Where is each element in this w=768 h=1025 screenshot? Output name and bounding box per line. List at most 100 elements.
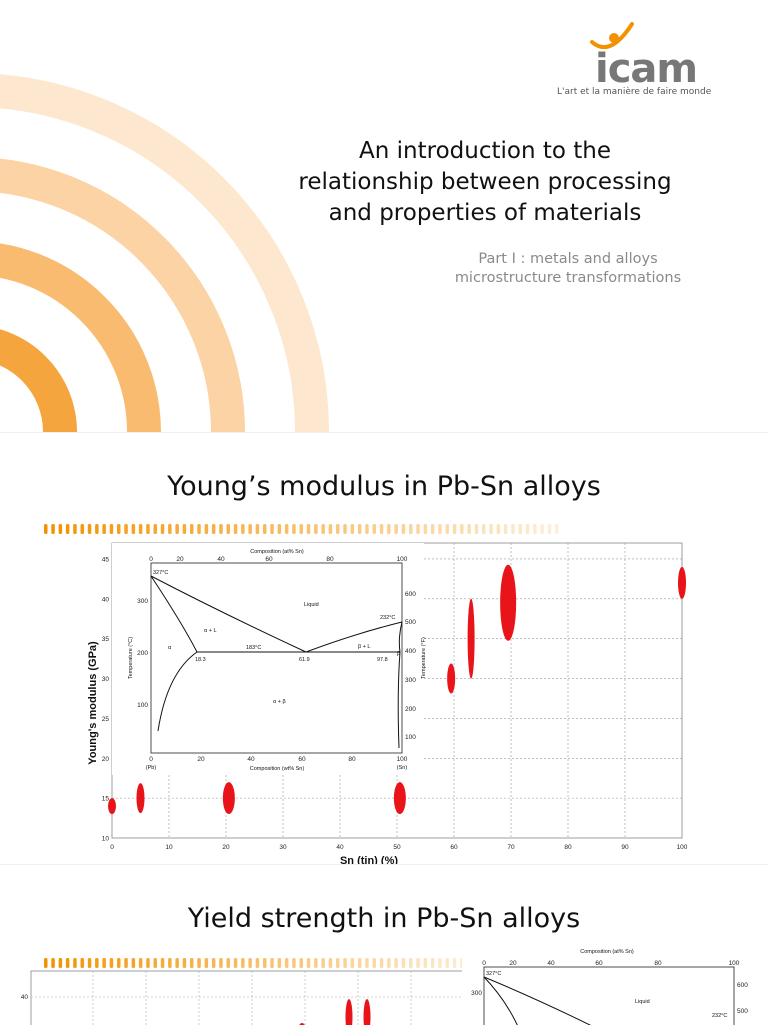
divider-dash: [379, 958, 384, 968]
y-tick-label: 20: [102, 756, 110, 763]
x-axis-label: Sn (tin) (%): [340, 855, 398, 865]
divider-dash: [277, 524, 282, 534]
data-point: [108, 798, 116, 815]
bottom-tick: 80: [348, 756, 356, 763]
y-tick-label: 35: [102, 636, 110, 643]
phase-label: β + L: [358, 644, 371, 650]
divider-dash: [124, 958, 128, 968]
divider-dash: [204, 958, 209, 968]
divider-dash: [540, 524, 544, 534]
x-tick-label: 40: [336, 844, 344, 851]
slide-heading: Yield strength in Pb-Sn alloys: [187, 903, 581, 934]
divider-dash: [65, 958, 70, 968]
divider-dash: [306, 958, 311, 968]
slide-heading: Young’s modulus in Pb-Sn alloys: [167, 471, 601, 502]
divider-dash: [80, 524, 84, 534]
divider-dash: [430, 958, 435, 968]
top-tick: 0: [482, 960, 486, 967]
top-tick: 100: [397, 556, 408, 563]
right-tick: 300: [405, 677, 416, 684]
x-tick-label: 20: [222, 844, 230, 851]
divider-dash: [138, 524, 143, 534]
divider-dash: [248, 524, 252, 534]
divider-dash: [175, 958, 179, 968]
divider-dash: [496, 524, 501, 534]
divider-dash: [533, 524, 537, 534]
divider-dash: [138, 958, 143, 968]
divider-dash: [489, 524, 493, 534]
x-tick-label: 80: [564, 844, 572, 851]
divider-dash: [401, 524, 406, 534]
annotation: 232°C: [380, 615, 395, 621]
y-tick-label: 45: [102, 556, 110, 563]
title-line: An introduction to the: [359, 138, 611, 164]
x-tick-label: 90: [621, 844, 629, 851]
divider-dash: [109, 958, 114, 968]
divider-dash: [372, 524, 376, 534]
divider-dash: [328, 524, 333, 534]
bottom-tick: 0: [149, 756, 153, 763]
phase-label: β: [397, 651, 400, 657]
divider-dash: [416, 524, 420, 534]
divider-dash: [73, 524, 77, 534]
right-tick: 500: [737, 1008, 748, 1015]
top-axis-label: Composition (at% Sn): [250, 549, 304, 555]
divider-dash: [95, 958, 99, 968]
left-tick: 100: [137, 702, 148, 709]
divider-dash: [190, 958, 194, 968]
subtitle-line: microstructure transformations: [454, 270, 682, 286]
divider-dash: [409, 524, 413, 534]
divider-dash: [87, 958, 92, 968]
divider-dash: [146, 958, 150, 968]
x-tick-label: 30: [279, 844, 287, 851]
divider-dash: [117, 958, 121, 968]
divider-dash: [555, 524, 559, 534]
divider-dash: [219, 524, 223, 534]
y-tick-label: 40: [102, 596, 110, 603]
divider-dash: [168, 524, 172, 534]
divider-dash: [190, 524, 194, 534]
divider-dash: [233, 524, 238, 534]
top-tick: 0: [149, 556, 153, 563]
phase-diagram-inset: Composition (at% Sn) Composition (wt% Sn…: [112, 543, 427, 775]
bottom-tick: 100: [397, 756, 408, 763]
divider-dash: [117, 524, 121, 534]
divider-dash: [95, 524, 99, 534]
divider-dash: [387, 524, 391, 534]
left-tick: 300: [137, 598, 148, 605]
subtitle-line: Part I : metals and alloys: [478, 251, 658, 267]
divider-dash: [204, 524, 209, 534]
divider-dash: [263, 524, 267, 534]
divider-dash: [401, 958, 406, 968]
top-tick: 40: [547, 960, 555, 967]
divider-dash: [336, 958, 340, 968]
data-point: [222, 782, 235, 815]
data-point: [393, 782, 406, 815]
y-tick-label: 25: [102, 716, 110, 723]
title-line: and properties of materials: [328, 200, 642, 226]
left-tick: 300: [471, 990, 482, 997]
youngs-modulus-slide: Young’s modulus in Pb-Sn alloys 0 10 20 30 4…: [0, 432, 768, 865]
x-tick-label: 0: [110, 844, 114, 851]
divider-dash: [197, 524, 201, 534]
data-point: [678, 566, 686, 599]
divider-dash: [58, 958, 63, 968]
divider-dash: [409, 958, 413, 968]
logo-tagline: L'art et la manière de faire monde: [557, 87, 712, 97]
divider-dash: [518, 524, 522, 534]
divider-dash: [511, 524, 515, 534]
divider-dash: [503, 524, 508, 534]
annotation: 97.8: [377, 657, 388, 663]
divider-dash: [460, 524, 464, 534]
divider-dash: [416, 958, 420, 968]
divider-dash: [131, 958, 136, 968]
divider-dash: [80, 958, 84, 968]
divider-dash: [175, 524, 179, 534]
divider-dash: [146, 524, 150, 534]
divider-dash: [226, 524, 230, 534]
divider-dash: [87, 524, 92, 534]
divider-dash: [350, 958, 355, 968]
divider-dash: [211, 958, 216, 968]
top-tick: 20: [509, 960, 517, 967]
